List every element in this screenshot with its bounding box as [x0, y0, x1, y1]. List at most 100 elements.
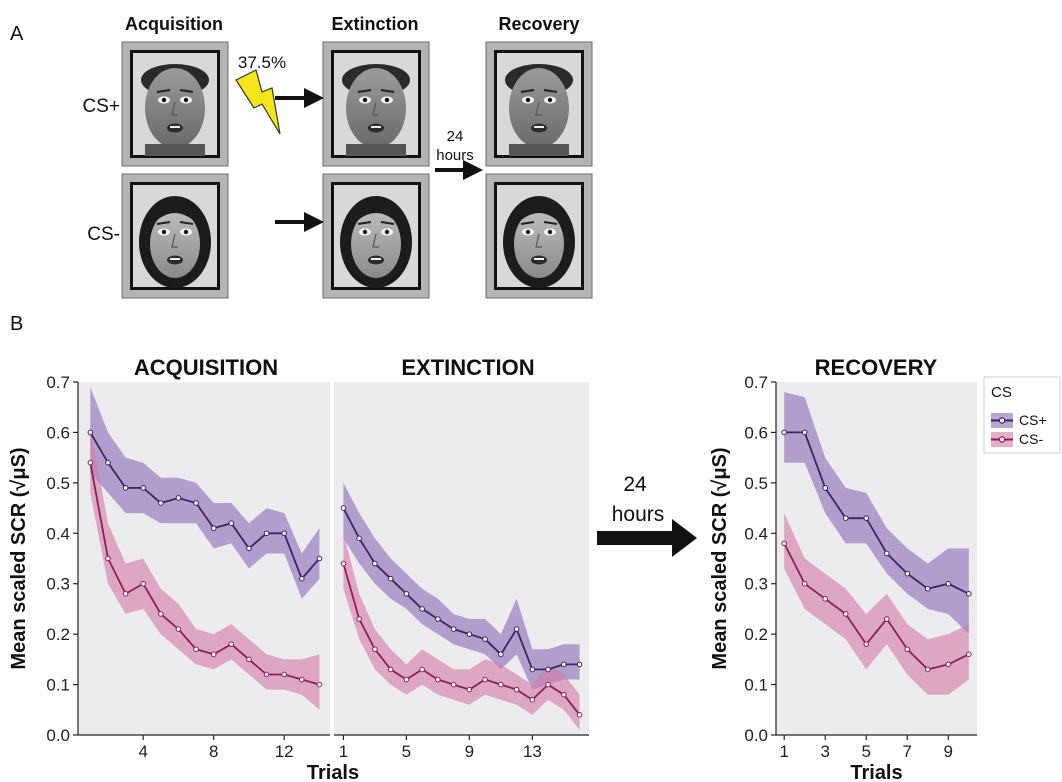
- data-point-cs-plus-acquisition: [281, 530, 287, 537]
- x-tick-label: 1: [339, 742, 348, 761]
- x-tick-label: 12: [275, 742, 294, 761]
- data-point-cs-minus-acquisition: [299, 676, 305, 683]
- data-point-cs-minus-extinction: [340, 560, 347, 567]
- data-point-cs-minus-recovery: [822, 596, 829, 602]
- y-tick-label: 0.7: [46, 373, 70, 392]
- data-point-cs-plus-recovery: [945, 580, 952, 587]
- y-tick-label: 0.6: [46, 423, 70, 442]
- reinforcement-rate: 37.5%: [238, 53, 286, 72]
- panel-b-letter: B: [10, 313, 23, 335]
- data-point-cs-plus-extinction: [529, 666, 536, 673]
- chart-acquisition: ACQUISITION 0.0 0.1 0.2 0.3 0.4 0.5 0.6 0.7 Mean …: [8, 355, 359, 782]
- data-point-cs-minus-recovery: [863, 641, 870, 648]
- x-tick-label: 9: [944, 742, 953, 761]
- legend-label-cs-plus: CS+: [1019, 412, 1047, 428]
- panel-a: A Acquisition Extinction Recovery CS+ CS…: [10, 14, 593, 299]
- data-point-cs-minus-acquisition: [175, 626, 182, 632]
- ci-band-cs-plus-recovery: [784, 392, 969, 635]
- x-tick-label: 5: [402, 742, 411, 761]
- data-point-cs-minus-recovery: [965, 651, 972, 658]
- data-point-cs-plus-recovery: [883, 550, 890, 557]
- delay-label-bottom-b: hours: [612, 503, 665, 526]
- ci-band-cs-minus-recovery: [784, 513, 969, 695]
- series-line-cs-plus-acquisition: [89, 431, 321, 581]
- data-point-cs-minus-extinction: [387, 666, 394, 673]
- data-point-cs-plus-recovery: [822, 485, 829, 491]
- data-point-cs-plus-extinction: [561, 661, 567, 668]
- data-point-cs-plus-extinction: [387, 575, 394, 582]
- y-tick-label: 0.0: [46, 726, 70, 745]
- data-point-cs-minus-acquisition: [246, 656, 252, 663]
- panel-a-letter: A: [10, 23, 24, 45]
- data-point-cs-minus-recovery: [781, 540, 788, 547]
- face-cs-plus-recovery: [485, 41, 593, 167]
- shock-bolt-icon: [235, 69, 281, 135]
- data-point-cs-plus-acquisition: [122, 485, 129, 491]
- data-point-cs-plus-extinction: [576, 661, 583, 668]
- delay-label-bottom-a: hours: [436, 147, 474, 164]
- x-tick-label: 7: [903, 742, 912, 761]
- panel-b: B ACQUISITION 0.0 0.1 0.2 0.3 0.4 0.5 0.6 0.7 Mea…: [8, 313, 1061, 782]
- delay-label-top-a: 24: [447, 128, 464, 145]
- face-cs-minus-recovery: [485, 173, 593, 299]
- series-line-cs-minus-acquisition: [89, 462, 320, 686]
- big-arrow-icon: [597, 519, 697, 557]
- data-point-cs-plus-extinction: [513, 626, 520, 632]
- data-point-cs-minus-acquisition: [158, 611, 164, 617]
- y-tick-label: 0.4: [744, 524, 768, 543]
- delay-label-top-b: 24: [623, 473, 647, 496]
- phase-label-recovery: Recovery: [498, 14, 579, 34]
- y-tick-label: 0.6: [744, 423, 768, 442]
- data-point-cs-minus-extinction: [513, 686, 520, 693]
- data-point-cs-plus-recovery: [863, 515, 870, 521]
- data-point-cs-minus-recovery: [924, 666, 931, 673]
- y-tick-label: 0.5: [744, 474, 768, 493]
- data-point-cs-minus-extinction: [529, 696, 536, 703]
- data-point-cs-minus-extinction: [356, 616, 362, 622]
- data-point-cs-plus-acquisition: [316, 555, 323, 562]
- data-point-cs-plus-acquisition: [105, 459, 111, 466]
- data-point-cs-plus-extinction: [482, 636, 488, 642]
- x-tick-label: 8: [209, 742, 218, 761]
- data-point-cs-minus-extinction: [372, 646, 378, 653]
- data-point-cs-minus-extinction: [403, 676, 410, 683]
- series-line-cs-minus-extinction: [342, 563, 581, 716]
- x-tick-label: 4: [138, 742, 147, 761]
- data-point-cs-plus-extinction: [340, 505, 347, 511]
- x-tick-label: 5: [862, 742, 871, 761]
- row-label-cs-plus: CS+: [83, 96, 121, 117]
- y-axis-label-recovery: Mean scaled SCR (√μS): [709, 447, 731, 669]
- data-point-cs-plus-extinction: [403, 591, 410, 597]
- data-point-cs-plus-extinction: [435, 616, 441, 622]
- data-point-cs-minus-acquisition: [122, 591, 129, 597]
- face-cs-minus-extinction: [322, 173, 430, 299]
- face-cs-plus-extinction: [322, 41, 430, 167]
- y-tick-label: 0.3: [46, 575, 70, 594]
- y-tick-label: 0.3: [744, 575, 768, 594]
- data-point-cs-plus-extinction: [372, 560, 378, 567]
- data-point-cs-plus-acquisition: [140, 485, 147, 491]
- face-cs-plus-acquisition: [121, 41, 229, 167]
- legend-label-cs-minus: CS-: [1019, 431, 1043, 447]
- data-point-cs-plus-recovery: [904, 570, 911, 577]
- data-point-cs-minus-extinction: [482, 676, 488, 683]
- data-point-cs-plus-extinction: [450, 626, 457, 632]
- x-axis-label-acquisition: Trials: [307, 762, 359, 782]
- data-point-cs-minus-extinction: [419, 666, 425, 673]
- data-point-cs-minus-extinction: [561, 691, 567, 698]
- data-point-cs-minus-extinction: [450, 681, 457, 688]
- data-point-cs-plus-acquisition: [263, 530, 270, 537]
- data-point-cs-minus-extinction: [576, 712, 583, 718]
- row-label-cs-minus: CS-: [87, 224, 120, 245]
- data-point-cs-minus-acquisition: [316, 681, 323, 688]
- data-point-cs-minus-acquisition: [210, 651, 217, 658]
- phase-label-extinction: Extinction: [331, 14, 418, 34]
- face-cs-minus-acquisition: [121, 173, 229, 299]
- y-axis-label-acquisition: Mean scaled SCR (√μS): [8, 447, 30, 669]
- y-tick-label: 0.1: [744, 676, 768, 695]
- data-point-cs-plus-recovery: [781, 429, 788, 436]
- data-point-cs-minus-extinction: [466, 686, 473, 693]
- data-point-cs-minus-acquisition: [140, 580, 147, 587]
- y-tick-label: 0.5: [46, 474, 70, 493]
